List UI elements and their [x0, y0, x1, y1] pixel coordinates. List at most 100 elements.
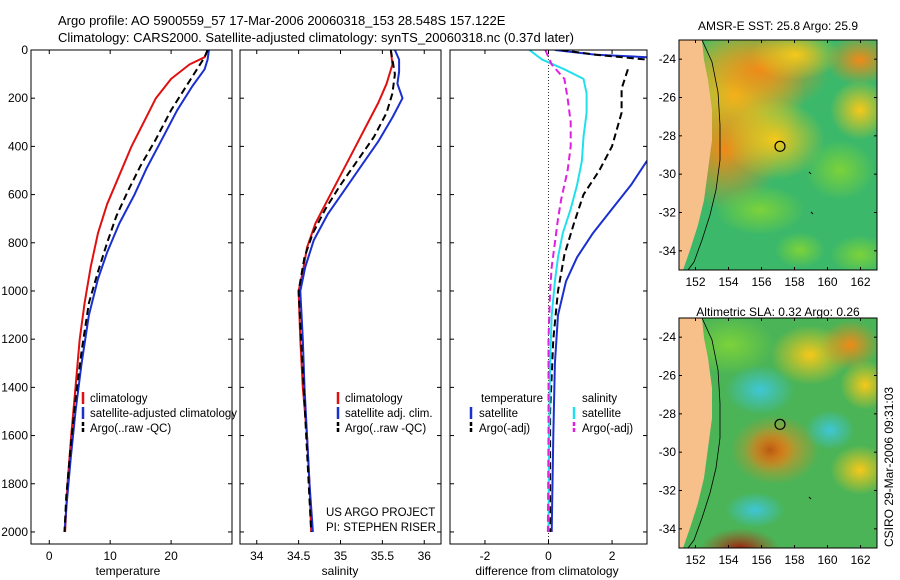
map-lat-tick-label: -28: [659, 129, 677, 143]
legend-label-climatology: climatology: [90, 393, 148, 405]
depth-tick-label: 200: [8, 91, 28, 105]
temperature-xlabel: temperature: [96, 564, 161, 578]
salinity-xtick-label: 35: [334, 549, 348, 563]
salinity-xtick-label: 34.5: [287, 549, 311, 563]
pi-annotation: PI: STEPHEN RISER: [326, 522, 436, 534]
depth-tick-label: 1200: [1, 332, 28, 346]
temperature-xtick-label: 10: [104, 549, 118, 563]
temperature-frame: [30, 49, 233, 545]
salinity-plot-area: [297, 50, 404, 533]
difference-series-salinity-argo-adj: [544, 50, 572, 533]
difference-series-temperature-satellite-lower: [550, 160, 647, 533]
sla-map-panel: Altimetric SLA: 0.32 Argo: 0.26 152 154 15…: [659, 305, 878, 567]
difference-plot-area: [528, 50, 647, 544]
difference-series-temperature-satellite: [554, 50, 647, 59]
difference-legend: temperature satellite Argo(-adj) salinit…: [469, 393, 633, 435]
difference-panel: -2 0 2 difference from climatology tempera…: [449, 49, 648, 578]
map-lon-tick-label: 162: [850, 275, 870, 289]
salinity-legend: climatology satellite adj. clim. Argo(..…: [336, 392, 433, 435]
sla-map-title: Altimetric SLA: 0.32 Argo: 0.26: [696, 305, 860, 319]
map-lon-tick-label: 152: [685, 275, 705, 289]
map-lon-tick-label: 158: [784, 553, 804, 567]
temperature-series-satellite-adjusted-climatology: [63, 50, 210, 533]
difference-series-salinity-satellite: [528, 50, 588, 533]
temperature-legend: climatology satellite-adjusted climatolo…: [81, 392, 237, 435]
argo-position-marker-2: [774, 418, 786, 430]
map-lon-tick-label: 156: [751, 275, 771, 289]
depth-tick-label: 2000: [1, 525, 28, 539]
map-lon-tick-label: 154: [718, 275, 738, 289]
map-lon-tick-label: 156: [751, 553, 771, 567]
legend-label-temp-satellite: satellite: [479, 408, 518, 420]
sla-map-frame: [678, 317, 878, 549]
salinity-xtick-label: 34: [250, 549, 264, 563]
sla-map-axes: 152 154 156 158 160 162 -24 -26 -28 -30 -32 -34: [659, 318, 877, 567]
shelf-contour: [687, 40, 721, 270]
australia-land-2: [679, 318, 712, 548]
map-lat-tick-label: -32: [659, 484, 677, 498]
difference-xtick-label: 2: [609, 549, 616, 563]
legend-label-satellite: satellite-adjusted climatology: [90, 408, 237, 420]
temperature-series-climatology: [64, 50, 209, 533]
difference-series-temperature-argo-adj: [561, 50, 647, 61]
difference-xlabel: difference from climatology: [475, 564, 618, 578]
sst-map-axes: 152 154 156 158 160 162 -24 -26 -28 -30 -32 -34: [659, 40, 877, 289]
depth-tick-label: 1600: [1, 429, 28, 443]
csiro-timestamp: CSIRO 29-Mar-2006 09:31:03: [882, 387, 896, 547]
depth-tick-label: 800: [8, 236, 28, 250]
argo-position-marker: [774, 140, 786, 152]
map-lat-tick-label: -30: [659, 445, 677, 459]
depth-tick-label: 600: [8, 188, 28, 202]
shelf-contour-2: [687, 318, 721, 548]
depth-tick-label: 400: [8, 139, 28, 153]
depth-tick-label: 1400: [1, 380, 28, 394]
salinity-series-satellite-adj-clim: [299, 50, 404, 533]
map-lat-tick-label: -24: [659, 52, 677, 66]
map-lon-tick-label: 158: [784, 275, 804, 289]
difference-xtick-label: -2: [480, 549, 491, 563]
map-lon-tick-label: 160: [817, 275, 837, 289]
map-lon-tick-label: 160: [817, 553, 837, 567]
temperature-series-argo-raw-qc: [63, 50, 209, 533]
salinity-series-climatology: [297, 50, 394, 533]
map-lat-tick-label: -26: [659, 91, 677, 105]
depth-tick-label: 0: [21, 43, 28, 57]
map-lat-tick-label: -26: [659, 369, 677, 383]
sla-map-image: [679, 318, 877, 548]
legend-label-argo: Argo(..raw -QC): [90, 423, 171, 435]
salinity-axes: 34 34.5 35 35.5 36: [240, 49, 441, 563]
salinity-series-argo-raw-qc: [297, 50, 396, 533]
map-lat-tick-label: -24: [659, 330, 677, 344]
difference-axes: -2 0 2: [450, 49, 647, 563]
depth-tick-label: 1800: [1, 477, 28, 491]
header-title-line2: Climatology: CARS2000. Satellite-adjuste…: [58, 30, 574, 45]
sst-map-panel: AMSR-E SST: 25.8 Argo: 25.9 152 154 156 158…: [659, 19, 878, 289]
legend-label-argo: Argo(..raw -QC): [345, 423, 426, 435]
map-lon-tick-label: 154: [718, 553, 738, 567]
map-lat-tick-label: -28: [659, 407, 677, 421]
map-lon-tick-label: 152: [685, 553, 705, 567]
header-title-line1: Argo profile: AO 5900559_57 17-Mar-2006 …: [58, 13, 506, 28]
salinity-xtick-label: 35.5: [371, 549, 395, 563]
project-annotation: US ARGO PROJECT: [326, 507, 435, 519]
legend-label-sal-satellite: satellite: [582, 408, 621, 420]
temperature-axes: 0 10 2002004006008001000120014001600180020…: [1, 43, 232, 563]
salinity-xlabel: salinity: [322, 564, 359, 578]
sst-map-frame: [678, 39, 878, 271]
legend-label-satellite: satellite adj. clim.: [345, 408, 433, 420]
salinity-panel: 34 34.5 35 35.5 36 salinity climatology sate…: [239, 49, 442, 578]
temperature-panel: 0 10 2002004006008001000120014001600180020…: [1, 43, 237, 578]
sst-map-title: AMSR-E SST: 25.8 Argo: 25.9: [698, 19, 858, 33]
map-lat-tick-label: -34: [659, 522, 677, 536]
difference-xtick-label: 0: [545, 549, 552, 563]
temperature-xtick-label: 0: [46, 549, 53, 563]
map-lat-tick-label: -34: [659, 244, 677, 258]
australia-land: [679, 40, 712, 270]
map-lat-tick-label: -30: [659, 167, 677, 181]
depth-tick-label: 1000: [1, 284, 28, 298]
map-lon-tick-label: 162: [850, 553, 870, 567]
salinity-frame: [239, 49, 442, 545]
temperature-plot-area: [63, 50, 210, 533]
sst-map-image: [679, 40, 877, 270]
